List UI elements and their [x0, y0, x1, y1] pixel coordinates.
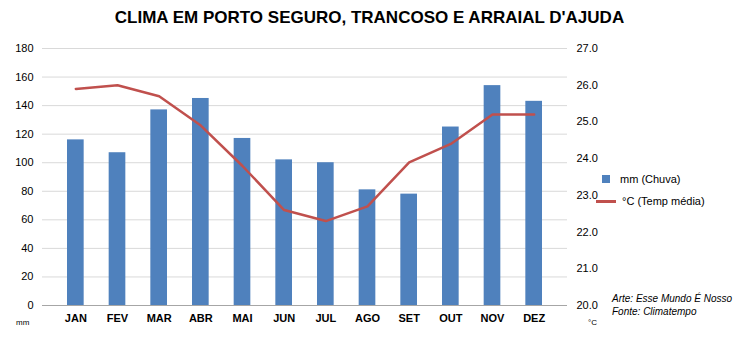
svg-text:180: 180: [15, 42, 33, 54]
svg-text:24.0: 24.0: [577, 152, 598, 164]
html-text:CLIMA EM PORTO SEGURO, TRANCOS: CLIMA EM PORTO SEGURO, TRANCOSO E ARRAIA…: [114, 8, 625, 27]
html-text:Arte: Esse Mundo É Nosso: Arte: Esse Mundo É Nosso: [612, 293, 733, 304]
svg-text:JUL: JUL: [315, 312, 336, 324]
svg-text:26.0: 26.0: [577, 79, 598, 91]
svg-text:22.0: 22.0: [577, 226, 598, 238]
svg-text:100: 100: [15, 156, 33, 168]
svg-text:NOV: NOV: [481, 312, 506, 324]
html-text:°C (Temp média): °C (Temp média): [622, 195, 705, 207]
svg-text:MAR: MAR: [147, 312, 172, 324]
svg-text:ABR: ABR: [189, 312, 213, 324]
svg-text:DEZ: DEZ: [523, 312, 545, 324]
svg-text:120: 120: [15, 128, 33, 140]
html-text:°C: °C: [588, 318, 597, 327]
svg-text:160: 160: [15, 71, 33, 83]
html-text:mm (Chuva): mm (Chuva): [620, 173, 681, 185]
svg-text:JAN: JAN: [65, 312, 87, 324]
svg-text:25.0: 25.0: [577, 115, 598, 127]
svg-text:27.0: 27.0: [577, 42, 598, 54]
svg-text:60: 60: [21, 213, 33, 225]
svg-text:23.0: 23.0: [577, 189, 598, 201]
svg-text:JUN: JUN: [273, 312, 295, 324]
html-text:Fonte: Climatempo: Fonte: Climatempo: [612, 306, 697, 317]
svg-text:20: 20: [21, 270, 33, 282]
svg-text:0: 0: [27, 299, 33, 311]
svg-text:40: 40: [21, 242, 33, 254]
svg-text:21.0: 21.0: [577, 262, 598, 274]
svg-text:FEV: FEV: [107, 312, 129, 324]
html-text:mm: mm: [16, 318, 30, 327]
svg-text:OUT: OUT: [439, 312, 463, 324]
svg-text:SET: SET: [398, 312, 420, 324]
svg-text:140: 140: [15, 99, 33, 111]
svg-text:80: 80: [21, 185, 33, 197]
svg-text:MAI: MAI: [232, 312, 252, 324]
svg-text:AGO: AGO: [355, 312, 381, 324]
svg-text:20.0: 20.0: [577, 299, 598, 311]
